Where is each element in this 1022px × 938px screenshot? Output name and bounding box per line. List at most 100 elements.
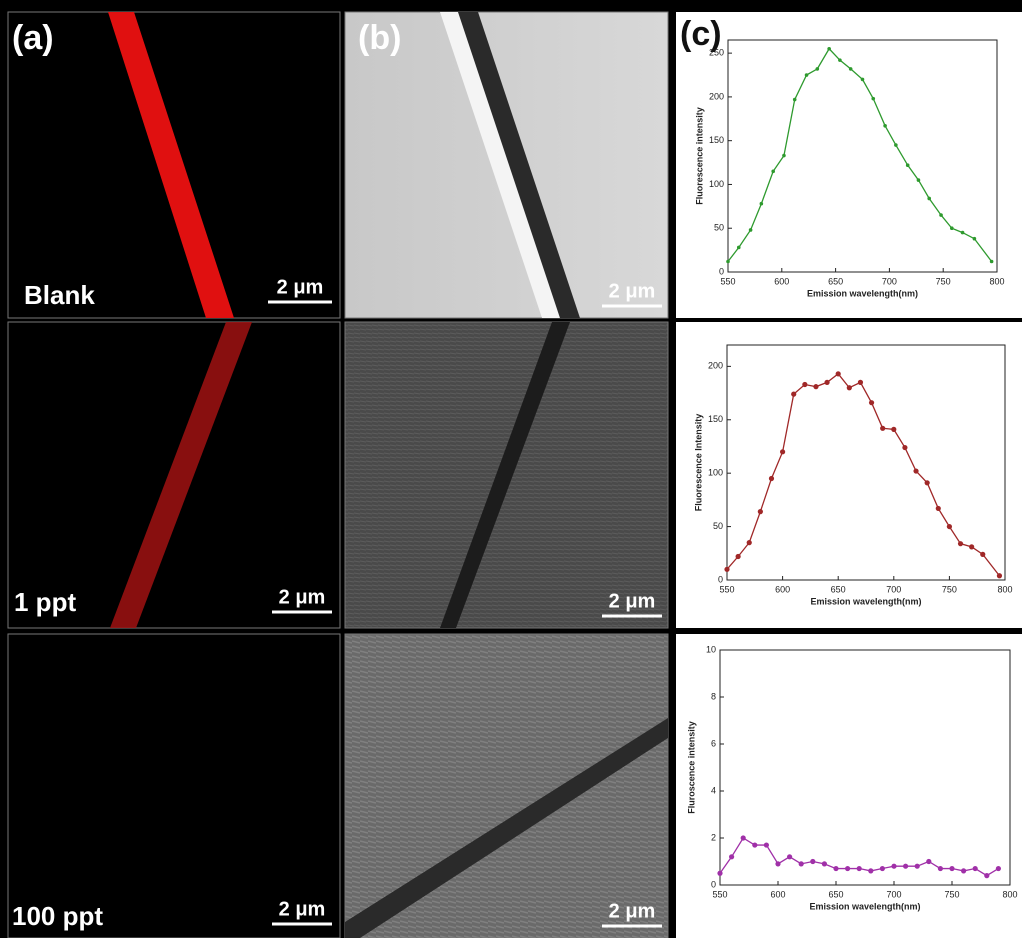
row-label: 100 ppt bbox=[12, 901, 103, 931]
data-point bbox=[746, 540, 752, 546]
fiber bbox=[110, 322, 252, 628]
data-point bbox=[848, 67, 853, 71]
x-tick-label: 550 bbox=[712, 889, 727, 899]
data-point bbox=[802, 381, 808, 388]
data-point bbox=[972, 236, 977, 241]
data-point bbox=[883, 123, 887, 128]
x-tick-label: 800 bbox=[1002, 889, 1017, 899]
data-point bbox=[916, 178, 921, 182]
plot-frame bbox=[726, 344, 1006, 581]
data-point bbox=[903, 863, 909, 869]
fiber bbox=[108, 12, 234, 318]
data-point bbox=[939, 213, 943, 217]
row-label: 1 ppt bbox=[14, 587, 76, 617]
x-tick-label: 650 bbox=[831, 584, 846, 594]
panel-label: (b) bbox=[358, 19, 401, 57]
fiber bbox=[458, 12, 580, 318]
y-axis-label: Fluorescence Intensity bbox=[693, 414, 703, 512]
data-point bbox=[833, 865, 839, 872]
y-tick-label: 4 bbox=[711, 785, 716, 795]
y-tick-label: 8 bbox=[711, 691, 716, 701]
scale-bar-label: 2 μm bbox=[279, 898, 326, 920]
data-point bbox=[838, 58, 842, 62]
data-point bbox=[894, 143, 898, 147]
x-tick-label: 700 bbox=[886, 584, 901, 594]
fiber-edge bbox=[440, 12, 560, 318]
data-point bbox=[914, 863, 920, 869]
image-panel bbox=[7, 633, 341, 938]
x-tick-label: 650 bbox=[828, 276, 843, 286]
data-point bbox=[748, 228, 753, 232]
x-tick-label: 800 bbox=[989, 276, 1004, 286]
data-point bbox=[729, 854, 735, 860]
data-point bbox=[787, 854, 793, 860]
data-point bbox=[860, 77, 865, 82]
data-point bbox=[724, 566, 730, 572]
chart-panel bbox=[676, 634, 1022, 938]
y-tick-label: 6 bbox=[711, 738, 716, 748]
data-point bbox=[891, 863, 897, 869]
data-point bbox=[924, 480, 930, 486]
data-point bbox=[798, 861, 804, 867]
plot-frame bbox=[719, 649, 1011, 886]
data-point bbox=[856, 865, 862, 872]
data-point bbox=[995, 865, 1002, 872]
data-point bbox=[804, 73, 809, 77]
series-line bbox=[727, 47, 993, 262]
data-point bbox=[880, 425, 886, 431]
data-point bbox=[780, 449, 786, 455]
data-point bbox=[913, 468, 919, 474]
y-axis-label: Fluroscence intensity bbox=[686, 721, 696, 814]
x-tick-label: 800 bbox=[997, 584, 1012, 594]
x-tick-label: 700 bbox=[886, 889, 901, 899]
y-axis-label: Fluorescence intensity bbox=[694, 107, 704, 205]
y-tick-label: 200 bbox=[709, 91, 724, 101]
data-point bbox=[717, 870, 723, 876]
data-point bbox=[935, 505, 941, 512]
data-point bbox=[846, 385, 852, 391]
x-axis-label: Emission wavelength(nm) bbox=[807, 288, 918, 298]
data-point bbox=[868, 868, 874, 874]
y-tick-label: 100 bbox=[709, 179, 724, 189]
data-point bbox=[726, 259, 730, 264]
scale-bar-label: 2 μm bbox=[277, 276, 324, 298]
x-tick-label: 650 bbox=[828, 889, 843, 899]
y-tick-label: 200 bbox=[708, 361, 723, 371]
data-point bbox=[763, 842, 770, 848]
image-panel bbox=[344, 633, 669, 938]
y-tick-label: 50 bbox=[714, 223, 724, 233]
x-tick-label: 700 bbox=[882, 276, 897, 286]
data-point bbox=[927, 196, 932, 201]
x-axis-label: Emission wavelength(nm) bbox=[809, 901, 920, 911]
data-point bbox=[792, 97, 797, 102]
data-point bbox=[950, 226, 954, 231]
scale-bar-label: 2 μm bbox=[609, 590, 656, 612]
scale-bar-label: 2 μm bbox=[279, 586, 326, 608]
data-point bbox=[989, 259, 994, 264]
y-tick-label: 50 bbox=[713, 521, 723, 531]
data-point bbox=[902, 444, 908, 451]
data-point bbox=[891, 426, 897, 432]
data-point bbox=[871, 96, 876, 101]
x-tick-label: 600 bbox=[775, 584, 790, 594]
scale-bar-label: 2 μm bbox=[609, 280, 656, 302]
data-point bbox=[984, 873, 990, 879]
row-label: Blank bbox=[24, 280, 95, 310]
data-point bbox=[782, 153, 786, 158]
y-tick-label: 0 bbox=[719, 266, 724, 276]
data-point bbox=[957, 541, 964, 547]
x-tick-label: 750 bbox=[944, 889, 959, 899]
x-tick-label: 550 bbox=[720, 276, 735, 286]
data-point bbox=[821, 861, 828, 867]
data-point bbox=[752, 842, 758, 848]
fiber bbox=[345, 718, 668, 938]
x-tick-label: 550 bbox=[719, 584, 734, 594]
chart-panel bbox=[676, 12, 1022, 318]
data-point bbox=[980, 551, 986, 557]
data-point bbox=[905, 163, 910, 167]
chart-panel bbox=[676, 322, 1022, 628]
data-point bbox=[791, 391, 797, 397]
data-point bbox=[857, 379, 864, 385]
data-point bbox=[775, 861, 781, 867]
